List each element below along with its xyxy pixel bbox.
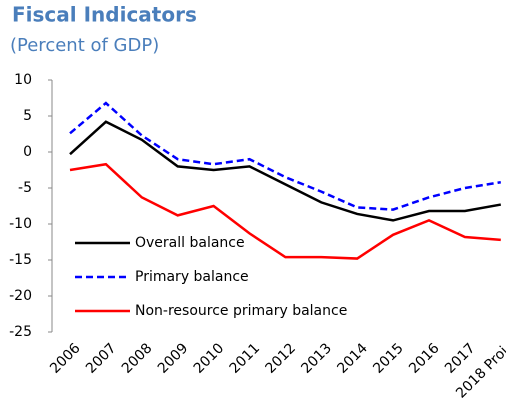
series-line: [69, 162, 501, 260]
legend-label: Primary balance: [135, 269, 249, 285]
y-tick-label: 10: [14, 72, 32, 88]
x-tick-label: 2011: [227, 340, 264, 377]
chart-subtitle: (Percent of GDP): [10, 35, 159, 56]
y-tick-label: -5: [18, 180, 32, 196]
x-tick-label: 2014: [334, 340, 371, 377]
x-tick-label: 2015: [370, 340, 407, 377]
y-tick-label: -25: [9, 324, 32, 340]
x-tick-label: 2007: [83, 340, 120, 377]
series-line: [69, 101, 501, 211]
legend-label: Non-resource primary balance: [135, 303, 347, 319]
x-tick-label: 2013: [298, 340, 335, 377]
chart-title: Fiscal Indicators: [12, 3, 197, 27]
y-tick-label: -10: [9, 216, 32, 232]
series-line: [69, 120, 502, 222]
y-tick-label: 0: [23, 144, 32, 160]
legend-label: Overall balance: [135, 235, 245, 251]
y-tick-label: -20: [9, 288, 32, 304]
y-tick-label: 5: [23, 108, 32, 124]
y-tick-label: -15: [9, 252, 32, 268]
x-tick-label: 2008: [119, 340, 156, 377]
x-tick-label: 2009: [155, 340, 192, 377]
x-tick-label: 2012: [263, 340, 300, 377]
x-tick-label: 2016: [406, 340, 443, 377]
x-tick-label: 2010: [191, 340, 228, 377]
x-tick-label: 2006: [47, 340, 84, 377]
